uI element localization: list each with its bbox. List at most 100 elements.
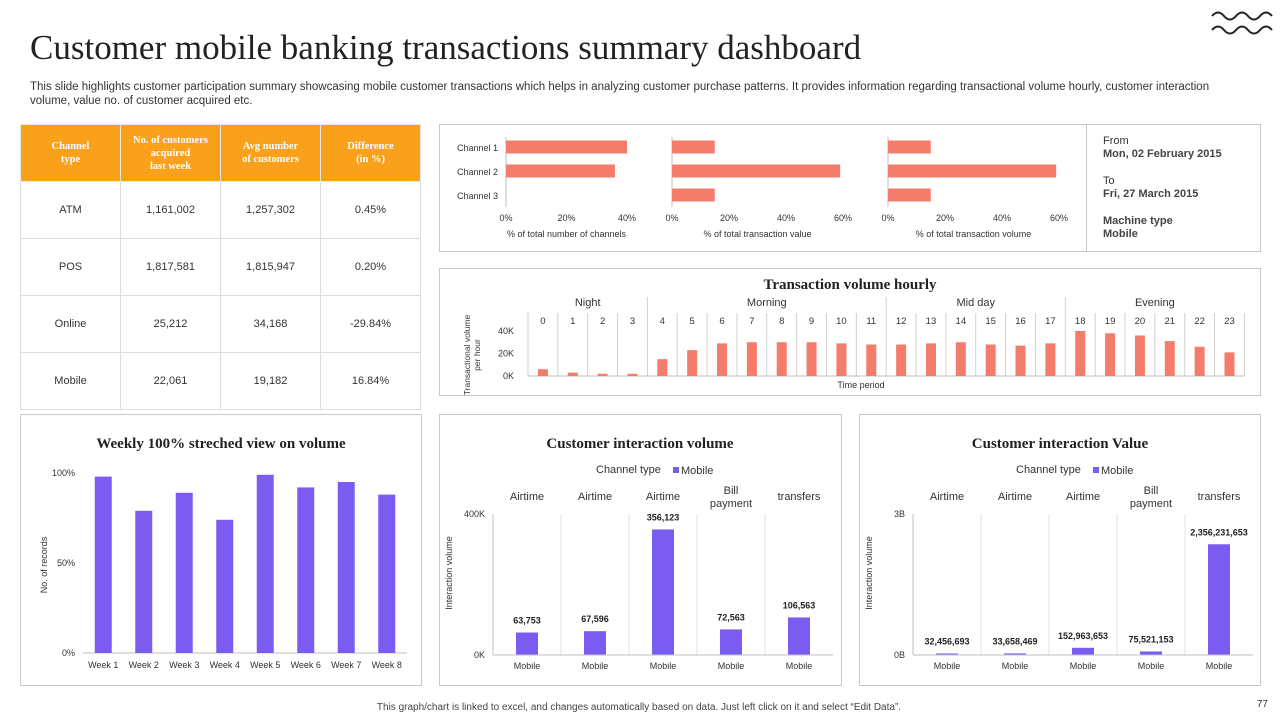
time-group-label: Mid day: [956, 297, 995, 309]
hour-label: 10: [836, 316, 847, 327]
week-label: Week 1: [88, 660, 118, 670]
interaction-bar: [720, 629, 742, 655]
tick-label: 3B: [894, 509, 905, 519]
table-row: POS 1,817,581 1,815,947 0.20%: [20, 238, 421, 296]
channel-bar: [506, 140, 627, 154]
hour-bar: [1164, 341, 1175, 376]
axis-label: Transactional volumeper hour: [462, 314, 482, 395]
hour-label: 14: [956, 316, 967, 327]
table-header-line: Difference: [347, 141, 394, 152]
week-label: Week 4: [210, 660, 240, 670]
tick-label: 40K: [498, 326, 514, 336]
tick-label: 0%: [499, 213, 512, 223]
category-label: Mobile: [650, 661, 677, 671]
axis-label-line: per hour: [472, 339, 482, 371]
data-label: 356,123: [647, 512, 680, 522]
hour-bar: [1015, 345, 1026, 376]
axis-label: Interaction volume: [864, 536, 874, 610]
table-header-row: Channel type No. of customers acquired last …: [20, 124, 421, 182]
hour-label: 17: [1045, 316, 1056, 327]
table-cell: POS: [20, 238, 121, 296]
interaction-bar: [1140, 651, 1162, 655]
hour-bar: [717, 343, 728, 376]
time-group-label: Night: [575, 297, 601, 309]
chart-title: Weekly 100% streched view on volume: [96, 436, 346, 452]
chart-title: Customer interaction Value: [972, 436, 1149, 452]
page-subtitle: This slide highlights customer participa…: [30, 81, 1210, 107]
data-label: 152,963,653: [1058, 631, 1108, 641]
category-label: Mobile: [718, 661, 745, 671]
data-label: 33,658,469: [992, 636, 1037, 646]
from-value: Mon, 02 February 2015: [1103, 148, 1222, 160]
group-label: Airtime: [998, 491, 1032, 503]
chart-title: Customer interaction volume: [546, 436, 734, 452]
table-row: Mobile 22,061 19,182 16.84%: [20, 352, 421, 410]
to-label: To: [1103, 175, 1115, 187]
table-cell: 1,817,581: [120, 238, 221, 296]
wave-decoration-icon: [1211, 11, 1273, 35]
table-cell: Online: [20, 295, 121, 353]
table-cell: 25,212: [120, 295, 221, 353]
table-cell: 1,161,002: [120, 181, 221, 239]
hour-label: 19: [1105, 316, 1116, 327]
axis-label: Time period: [837, 380, 884, 390]
week-bar: [378, 494, 396, 653]
hour-bar: [985, 344, 996, 376]
tick-label: 20%: [936, 213, 954, 223]
hour-bar: [925, 343, 936, 376]
hour-label: 9: [809, 316, 814, 327]
hour-label: 11: [866, 316, 876, 327]
tick-label: 0K: [474, 650, 485, 660]
week-label: Week 6: [291, 660, 321, 670]
week-label: Week 8: [372, 660, 402, 670]
hour-bar: [657, 359, 668, 376]
table-header-line: of customers: [242, 154, 299, 165]
time-group-label: Morning: [747, 297, 787, 309]
group-label: Airtime: [930, 491, 964, 503]
hour-label: 13: [926, 316, 937, 327]
from-label: From: [1103, 135, 1129, 147]
category-label: Mobile: [1138, 661, 1165, 671]
legend-title: Channel type: [596, 464, 661, 476]
table-header-line: (in %): [356, 154, 385, 165]
data-label: 2,356,231,653: [1190, 527, 1248, 537]
week-bar: [337, 482, 355, 653]
hour-label: 20: [1135, 316, 1146, 327]
interaction-bar: [516, 632, 538, 655]
table-cell: -29.84%: [320, 295, 421, 353]
table-header-line: type: [60, 154, 81, 165]
interaction-value-panel: Customer interaction Value Channel type Mo…: [859, 414, 1261, 686]
category-label: Mobile: [582, 661, 609, 671]
interaction-volume-chart: Customer interaction volume Channel type M…: [444, 436, 833, 671]
page-number: 77: [1256, 699, 1268, 710]
to-value: Fri, 27 March 2015: [1103, 188, 1199, 200]
data-label: 32,456,693: [924, 636, 969, 646]
week-label: Week 7: [331, 660, 361, 670]
category-label: Mobile: [1002, 661, 1029, 671]
channel-bar: [506, 164, 615, 178]
hour-label: 12: [896, 316, 907, 327]
hour-label: 15: [985, 316, 996, 327]
hour-bar: [1134, 335, 1145, 376]
hour-bar: [567, 372, 578, 376]
tick-label: 0%: [881, 213, 894, 223]
tick-label: 100%: [52, 468, 75, 478]
hour-label: 16: [1015, 316, 1026, 327]
axis-label: Interaction volume: [444, 536, 454, 610]
week-bar: [297, 487, 315, 653]
table-row: ATM 1,161,002 1,257,302 0.45%: [20, 181, 421, 239]
legend-label: Mobile: [681, 465, 713, 477]
hour-bar: [1045, 343, 1056, 376]
week-bar: [216, 519, 234, 653]
week-bar: [94, 476, 112, 653]
hour-label: 7: [749, 316, 754, 327]
tick-label: 0%: [665, 213, 678, 223]
hour-bar: [836, 343, 847, 376]
tick-label: 0B: [894, 650, 905, 660]
group-label: transfers: [1198, 491, 1241, 503]
week-label: Week 3: [169, 660, 199, 670]
legend-label: Mobile: [1101, 465, 1133, 477]
footer-note: This graph/chart is linked to excel, and…: [376, 702, 902, 713]
group-label: Airtime: [510, 491, 544, 503]
hour-label: 6: [719, 316, 724, 327]
